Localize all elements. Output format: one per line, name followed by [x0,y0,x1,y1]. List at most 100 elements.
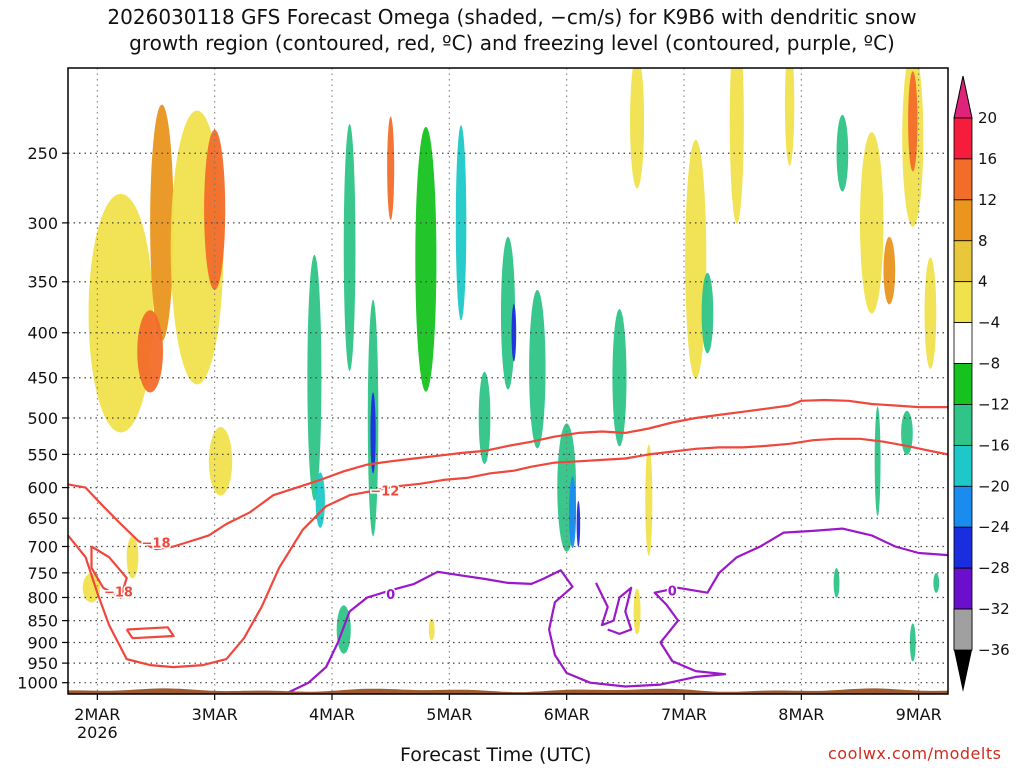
x-tick-label: 9MAR [896,705,942,724]
colorbar-tick-label: 12 [978,191,997,209]
colorbar-swatch [953,444,973,487]
colorbar-swatch [953,117,973,160]
ground-surface [68,688,948,694]
colorbar-tick-label: −12 [978,395,1010,413]
omega-cell [924,257,937,369]
colorbar-swatch [953,526,973,569]
x-tick-label: 8MAR [778,705,824,724]
contour-label: 0 [668,585,677,600]
contour-label: −18 [104,586,133,601]
omega-cell [729,68,744,224]
freezing-level-contour [284,527,948,694]
omega-cell [833,567,840,598]
y-tick-label: 950 [27,654,58,673]
x-tick-label: 4MAR [309,705,355,724]
y-tick-label: 450 [27,369,58,388]
omega-cell [908,71,918,172]
y-tick-label: 800 [27,588,58,607]
colorbar-tick-label: 8 [978,232,988,250]
colorbar-bottom-arrow [954,650,972,692]
colorbar-tick-label: −24 [978,518,1010,536]
dgz-contour [90,545,128,599]
colorbar-tick-label: −16 [978,436,1010,454]
dgz-contour [68,437,948,669]
colorbar-tick-label: −4 [978,314,1000,332]
y-tick-label: 250 [27,144,58,163]
omega-cell [387,116,395,220]
omega-cell [343,124,356,372]
x-tick-year-label: 2026 [77,723,118,742]
omega-cell [576,500,581,548]
omega-cell [428,618,435,641]
y-tick-label: 700 [27,537,58,556]
colorbar-tick-label: 16 [978,150,997,168]
colorbar-swatch [953,363,973,405]
y-tick-label: 1000 [17,674,58,693]
omega-cell [82,573,101,603]
omega-cell [645,444,653,556]
y-tick-label: 850 [27,612,58,631]
colorbar-swatch [953,158,973,201]
y-tick-label: 750 [27,564,58,583]
contour-label: 0 [386,588,395,603]
y-tick-label: 500 [27,409,58,428]
omega-shading [82,68,940,662]
omega-cell [137,310,164,393]
contour-label: −12 [370,484,399,499]
colorbar-tick-label: −28 [978,559,1010,577]
dgz-contour [68,398,948,551]
omega-cell [630,68,645,189]
x-tick-label: 5MAR [426,705,472,724]
y-tick-label: 650 [27,509,58,528]
omega-cell [701,272,714,354]
y-tick-label: 350 [27,273,58,292]
omega-cell [126,536,139,579]
y-tick-label: 550 [27,445,58,464]
colorbar-swatch [953,404,973,446]
x-tick-label: 6MAR [544,705,590,724]
omega-cell [933,572,940,593]
omega-cell [909,623,916,662]
colorbar-swatch [953,240,973,283]
omega-cell [415,126,437,392]
colorbar-tick-label: −20 [978,477,1010,495]
plot-frame [67,67,949,695]
colorbar-swatch [953,281,973,324]
omega-cell [307,254,322,501]
omega-cell [883,236,896,305]
y-tick-label: 300 [27,214,58,233]
colorbar-swatch [953,322,973,364]
x-tick-label: 3MAR [192,705,238,724]
colorbar-tick-label: 20 [978,109,997,127]
y-tick-label: 600 [27,479,58,498]
x-axis-label: Forecast Time (UTC) [400,744,592,766]
dgz-contour [125,626,175,640]
omega-cell [784,68,795,166]
colorbar-top-arrow [953,75,973,119]
x-tick-label: 2MAR [74,705,120,724]
omega-cell [500,236,516,390]
contour-layer: −18 −12 −18 0 0 [68,398,948,694]
omega-cell [208,427,233,496]
omega-cell [88,193,154,433]
colorbar: 20 16 12 8 4 −4 −8 −12 −16 −20 −24 −28 −32 −36 [953,75,1010,692]
colorbar-tick-label: −36 [978,641,1010,659]
colorbar-tick-label: −8 [978,355,1000,373]
omega-cell [529,289,546,449]
omega-cell [685,139,707,379]
y-tick-label: 400 [27,324,58,343]
freezing-level-contour [595,582,633,635]
omega-cell [901,410,913,456]
omega-cell [874,406,881,517]
colorbar-swatch [953,608,973,651]
colorbar-swatch [953,567,973,610]
colorbar-swatch [953,199,973,242]
omega-cell [455,125,467,321]
omega-cell [204,129,226,291]
colorbar-tick-label: −32 [978,600,1010,618]
chart-title: 2026030118 GFS Forecast Omega (shaded, −… [107,5,917,55]
omega-cell [836,114,849,192]
omega-cell [478,371,491,465]
y-tick-label: 900 [27,633,58,652]
